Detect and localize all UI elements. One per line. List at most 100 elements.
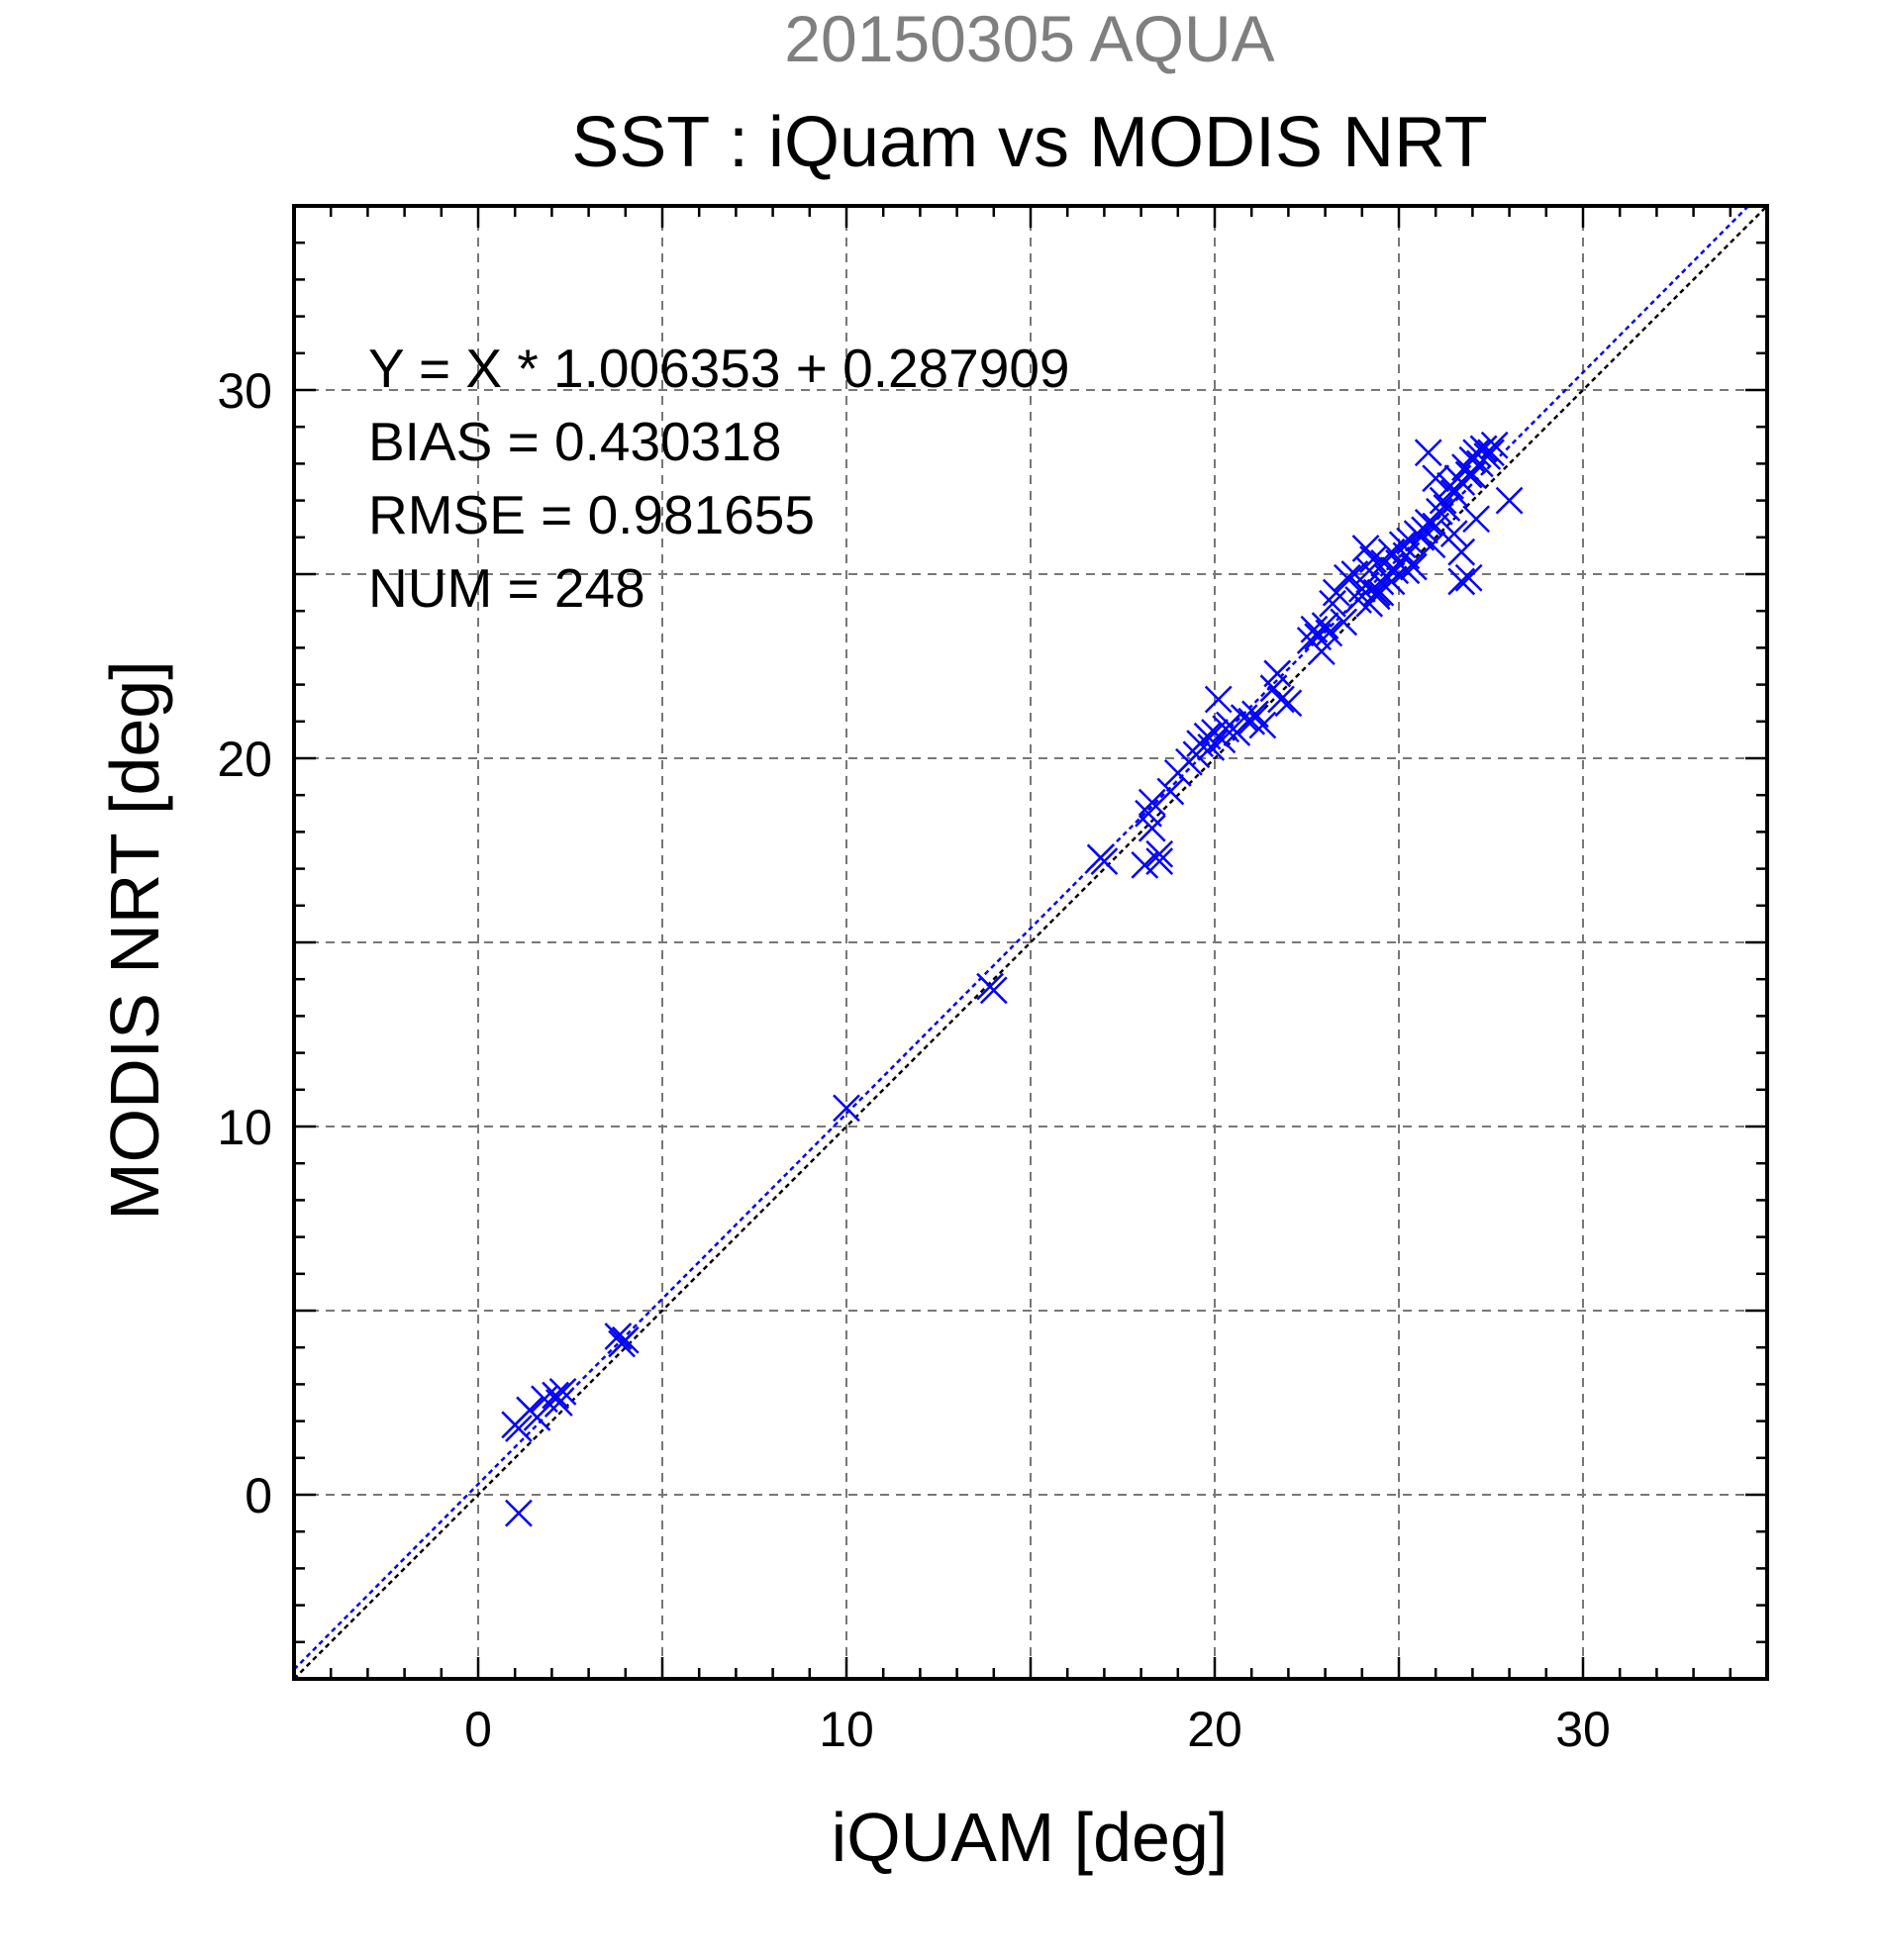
data-point <box>505 1415 533 1442</box>
data-point <box>1238 707 1266 735</box>
data-point-stroke <box>1418 531 1446 559</box>
rmse-value: RMSE = 0.981655 <box>368 484 815 545</box>
data-point-stroke <box>1138 814 1166 842</box>
data-point <box>1145 839 1174 868</box>
data-point-stroke <box>1399 552 1428 581</box>
data-point-stroke <box>1138 788 1166 817</box>
x-tick-label: 0 <box>464 1702 492 1757</box>
data-point <box>833 1094 860 1123</box>
data-point <box>1469 435 1498 463</box>
data-point-stroke <box>1439 520 1468 547</box>
data-point-stroke <box>1241 700 1269 729</box>
data-point-stroke <box>1407 523 1436 551</box>
data-point-stroke <box>1462 505 1491 534</box>
data-point-stroke <box>1248 711 1277 739</box>
data-point-stroke <box>1392 556 1421 585</box>
data-point-stroke <box>1411 516 1438 544</box>
y-tick-label: 0 <box>245 1468 272 1523</box>
chart-subtitle: SST : iQuam vs MODIS NRT <box>571 103 1488 182</box>
data-point-stroke <box>1307 637 1336 666</box>
data-point-stroke <box>1145 839 1174 868</box>
data-point-stroke <box>1359 545 1387 574</box>
data-point <box>1145 847 1174 876</box>
data-point-stroke <box>1477 439 1505 467</box>
data-point-stroke <box>1208 726 1237 754</box>
data-point-stroke <box>1238 707 1266 735</box>
data-point-stroke <box>542 1381 570 1410</box>
data-point-stroke <box>544 1389 573 1417</box>
data-point-stroke <box>1330 608 1358 637</box>
data-point <box>1334 563 1361 592</box>
data-point <box>1433 494 1461 522</box>
data-point <box>1248 711 1277 739</box>
data-point-stroke <box>1362 582 1391 611</box>
data-point-stroke <box>1426 497 1453 526</box>
plot-frame <box>292 204 1769 1681</box>
data-point <box>1263 659 1292 688</box>
bias-value: BIAS = 0.430318 <box>368 411 781 472</box>
data-point-stroke <box>1315 619 1343 647</box>
data-point-stroke <box>1458 460 1487 489</box>
data-point-stroke <box>505 1415 533 1442</box>
data-point-stroke <box>1388 531 1417 559</box>
data-point-stroke <box>1334 563 1361 592</box>
data-point <box>1458 460 1487 489</box>
data-point <box>1274 689 1303 718</box>
data-point <box>1307 637 1336 666</box>
x-tick-label: 20 <box>1187 1702 1242 1757</box>
data-point <box>1414 439 1442 467</box>
data-point <box>1319 589 1346 618</box>
data-point <box>1462 505 1491 534</box>
data-point <box>1399 552 1428 581</box>
data-point <box>1359 545 1387 574</box>
data-point-stroke <box>1454 563 1483 592</box>
data-point <box>1311 612 1339 639</box>
data-point <box>1344 586 1372 614</box>
data-point <box>979 976 1008 1005</box>
data-point <box>1418 531 1446 559</box>
data-point <box>1392 556 1421 585</box>
x-tick-label: 10 <box>819 1702 874 1757</box>
data-point-stroke <box>1156 777 1185 806</box>
x-tick-labels: 0 10 20 30 <box>464 1702 1611 1757</box>
data-point-stroke <box>604 1323 633 1350</box>
data-point-stroke <box>833 1094 860 1123</box>
y-tick-label: 20 <box>217 732 272 787</box>
chart-title: 20150305 AQUA <box>784 2 1274 75</box>
data-point-stroke <box>1422 464 1450 493</box>
y-tick-label: 30 <box>217 363 272 419</box>
data-point <box>1204 685 1233 714</box>
data-point-stroke <box>1381 556 1410 585</box>
data-point <box>1267 685 1295 714</box>
data-point-stroke <box>979 976 1008 1005</box>
data-point-stroke <box>1230 704 1258 732</box>
data-point-stroke <box>1090 847 1119 876</box>
data-point <box>1230 704 1258 732</box>
data-point-stroke <box>1182 740 1211 769</box>
data-point <box>1182 740 1211 769</box>
data-point <box>1454 563 1483 592</box>
x-tick-label: 30 <box>1555 1702 1611 1757</box>
data-point <box>1315 619 1343 647</box>
data-point <box>1138 788 1166 817</box>
data-point-stroke <box>608 1329 636 1358</box>
data-point-stroke <box>505 1499 533 1527</box>
data-point <box>1480 431 1509 459</box>
data-point-stroke <box>1135 799 1162 828</box>
data-point-stroke <box>1495 486 1524 515</box>
x-axis-label: iQUAM [deg] <box>832 1799 1229 1876</box>
data-point-stroke <box>548 1377 577 1406</box>
data-point <box>608 1329 636 1358</box>
data-point <box>1362 582 1391 611</box>
data-point-stroke <box>531 1385 558 1414</box>
data-point-stroke <box>1480 431 1509 459</box>
data-point <box>1381 556 1410 585</box>
data-point-stroke <box>1433 494 1461 522</box>
grid-lines <box>294 206 1767 1679</box>
data-point <box>1138 814 1166 842</box>
data-point <box>1447 538 1476 566</box>
data-point-stroke <box>1351 535 1380 562</box>
data-point <box>604 1323 633 1350</box>
data-point-stroke <box>1193 722 1222 750</box>
statistics-annotations: Y = X * 1.006353 + 0.287909 BIAS = 0.430… <box>368 338 1070 619</box>
